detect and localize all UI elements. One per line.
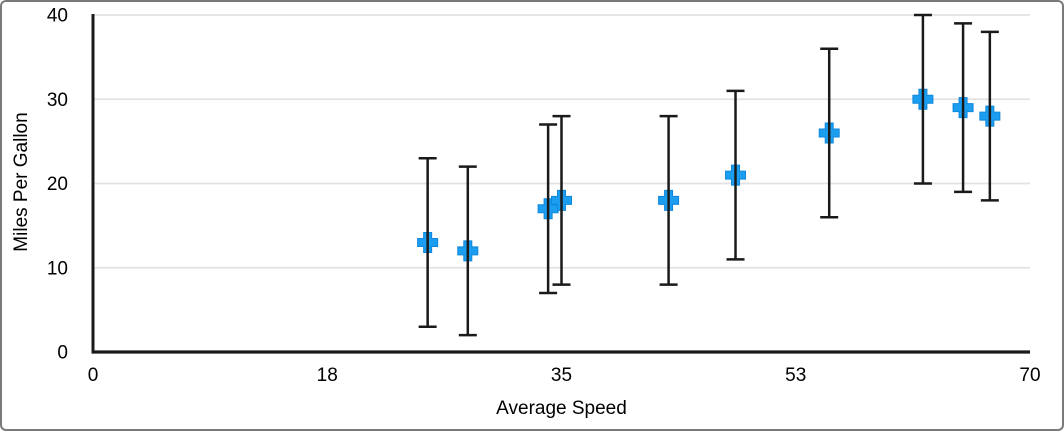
error-bar [539,123,558,295]
error-bar [913,13,932,185]
error-bar [980,30,999,202]
error-bar [458,165,477,337]
x-tick-label: 35 [551,365,572,386]
x-tick-label: 18 [317,365,338,386]
axes [91,14,1030,354]
y-axis-title: Miles Per Gallon [11,112,32,252]
y-tick-label: 0 [57,343,68,364]
y-tick-label: 30 [47,90,68,111]
x-axis-title: Average Speed [496,398,627,419]
x-tick-label: 53 [785,365,806,386]
error-bars [418,13,999,337]
y-tick-label: 10 [47,258,68,279]
y-tick-label: 40 [47,6,68,27]
error-bar [954,22,973,194]
y-tick-label: 20 [47,174,68,195]
x-tick-labels: 0 18 35 53 70 [88,365,1041,386]
x-tick-label: 0 [88,365,99,386]
error-bar [552,114,571,286]
y-tick-labels: 0 10 20 30 40 [47,6,68,364]
error-bar [726,89,745,261]
error-bar [820,47,839,219]
error-bar [659,114,678,286]
error-bar [418,156,437,328]
x-tick-label: 70 [1019,365,1040,386]
data-points [417,88,1001,262]
